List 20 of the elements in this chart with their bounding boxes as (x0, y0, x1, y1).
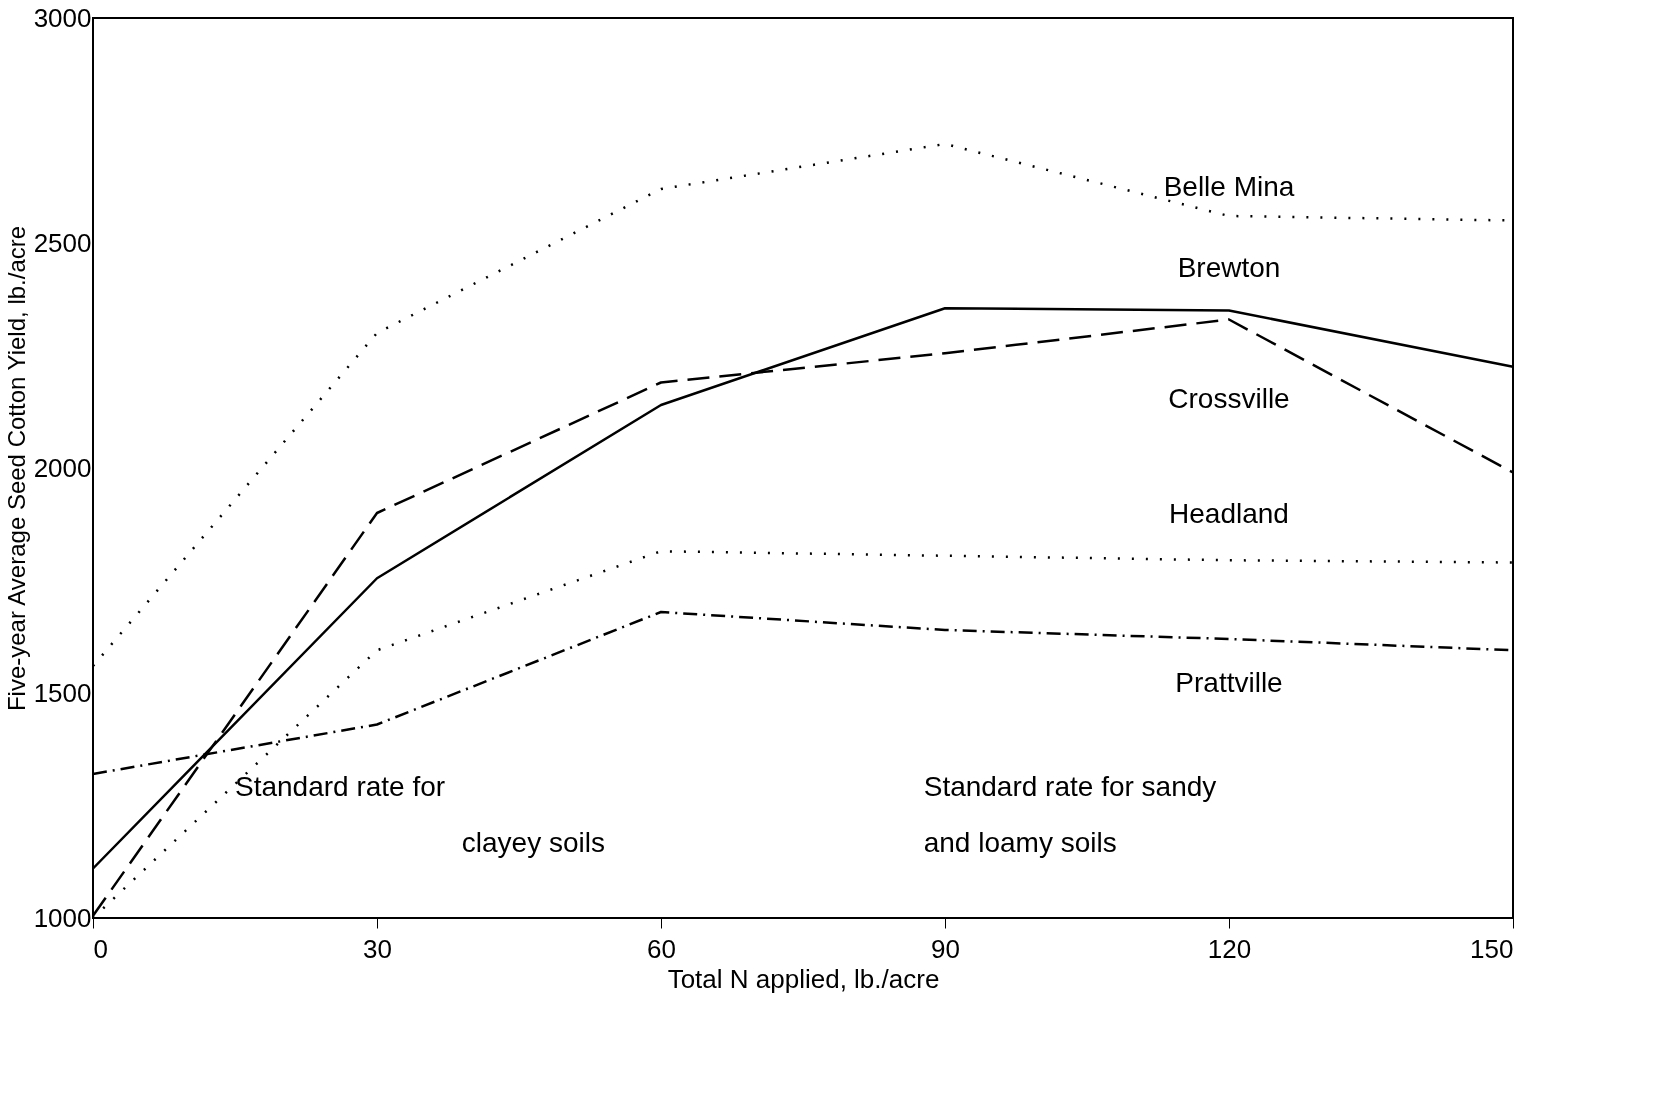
x-tick-label: 150 (1470, 933, 1514, 964)
x-tick-label: 120 (1207, 933, 1252, 964)
y-tick-label: 2000 (33, 452, 92, 483)
y-tick-label: 3000 (33, 2, 92, 33)
y-axis-title: Five-year Average Seed Cotton Yield, lb./acre (2, 225, 30, 712)
y-tick-label: 1000 (33, 902, 92, 933)
x-tick-label: 60 (647, 933, 676, 964)
series-label: Belle Mina (1163, 171, 1295, 202)
x-tick-label: 90 (931, 933, 960, 964)
series-label: Headland (1169, 498, 1289, 530)
series-label: Brewton (1177, 251, 1281, 283)
x-tick-label: 0 (93, 933, 108, 964)
annotation: Standard rate for sandy and loamy soils (923, 771, 1217, 858)
x-axis-title: Total N applied, lb./acre (667, 963, 940, 994)
y-tick-label: 2500 (33, 227, 92, 258)
series-label: Prattville (1175, 667, 1283, 698)
x-tick-label: 30 (363, 933, 392, 964)
series-label: Crossville (1168, 382, 1290, 414)
annotation: Standard rate for clayey soils (235, 771, 605, 858)
y-tick-label: 1500 (33, 677, 92, 708)
